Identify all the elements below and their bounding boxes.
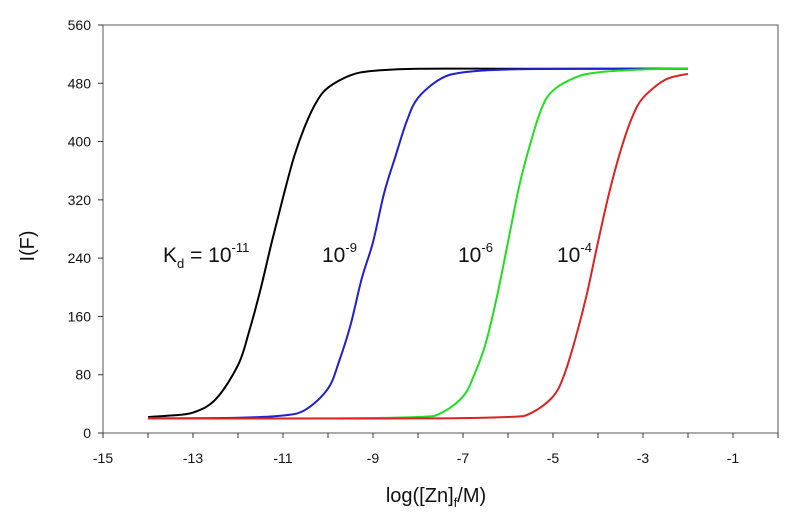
y-tick-label: 320 (68, 192, 92, 208)
y-tick-label: 560 (68, 17, 92, 33)
x-tick-label: -13 (183, 450, 203, 466)
curve-kd-11 (147, 67, 688, 418)
x-axis-title: log([Zn]f/M) (386, 485, 486, 510)
x-tick-label: -9 (367, 450, 380, 466)
y-tick-label: 240 (68, 250, 92, 266)
curve-kd-9 (147, 67, 689, 420)
y-tick-label: 80 (75, 367, 91, 383)
curve-label-kd-6: 10-6 (458, 240, 493, 267)
y-tick-label: 0 (83, 425, 91, 441)
curve-kd-4 (147, 72, 689, 420)
x-tick-label: -7 (457, 450, 470, 466)
curves (147, 67, 689, 420)
x-tick-label: -11 (273, 450, 292, 466)
x-tick-label: -15 (93, 450, 113, 466)
x-tick-label: -3 (637, 450, 650, 466)
y-axis-ticks: 0 80 160 240 320 400 480 560 (68, 17, 103, 441)
y-axis-title: I(F) (17, 230, 39, 261)
x-axis-ticks: -15 -13 -11 -9 -7 -5 -3 -1 (93, 433, 779, 466)
curve-label-kd-9: 10-9 (322, 240, 357, 267)
x-tick-label: -1 (727, 450, 740, 466)
plot-border (102, 24, 779, 434)
y-tick-label: 400 (68, 134, 92, 150)
curve-label-kd-11: Kd = 10-11 (163, 240, 249, 271)
plot-frame (102, 24, 779, 434)
curve-kd-6 (147, 67, 689, 420)
x-tick-label: -5 (547, 450, 560, 466)
y-tick-label: 160 (68, 308, 92, 324)
curve-labels: Kd = 10-11 10-9 10-6 10-4 (163, 240, 592, 271)
y-tick-label: 480 (68, 75, 92, 91)
curve-label-kd-4: 10-4 (557, 240, 592, 267)
